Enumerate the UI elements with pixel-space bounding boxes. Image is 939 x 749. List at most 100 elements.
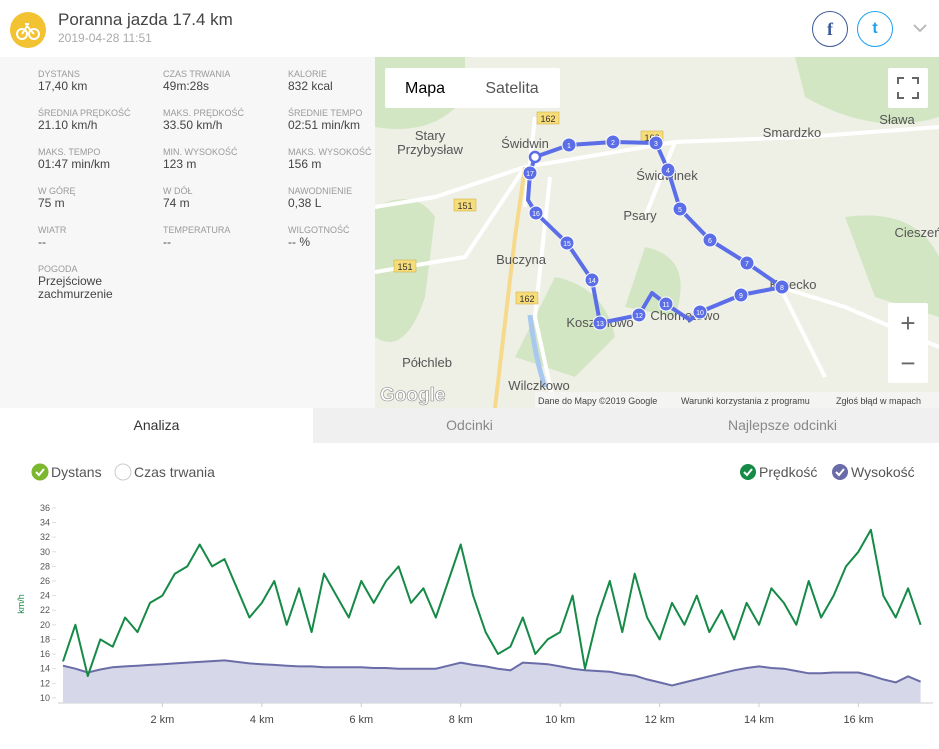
tabs: Analiza Odcinki Najlepsze odcinki [0, 408, 939, 443]
chart: Dystans Czas trwania Prędkość Wysokość 10 12 1… [16, 463, 933, 726]
x-tick-label: 8 km [449, 714, 473, 726]
legend-checkbox[interactable] [832, 464, 848, 480]
route-marker [774, 279, 790, 295]
y-tick-label: 34 [40, 518, 50, 528]
checkmark [35, 468, 45, 477]
road-shield [515, 291, 539, 305]
y-tick-label: 28 [40, 561, 50, 571]
y-tick-label: 20 [40, 620, 50, 630]
route-marker [660, 162, 676, 178]
route-marker [592, 315, 608, 331]
route-marker-label: 17 [526, 171, 534, 178]
stat-label: MAKS. TEMPO [38, 147, 101, 157]
expand-chevron[interactable] [912, 22, 928, 34]
stat-label: W GÓRĘ [38, 186, 76, 196]
legend-label[interactable]: Prędkość [759, 464, 817, 480]
route-marker [631, 307, 647, 323]
route-marker-label: 7 [745, 261, 749, 268]
map-type-control [385, 68, 560, 108]
x-tick-label: 16 km [843, 714, 873, 726]
facebook-button[interactable]: f [812, 11, 848, 47]
x-tick-label: 6 km [349, 714, 373, 726]
route-marker-label: 11 [662, 302, 669, 309]
stat-value: 74 m [163, 196, 190, 210]
map-button[interactable]: Mapa [405, 80, 445, 97]
x-tick-label: 2 km [150, 714, 174, 726]
zoom-in[interactable]: + [900, 308, 915, 338]
google-logo: Google [380, 385, 445, 406]
place-label: Psary [623, 208, 657, 223]
title: Poranna jazda 17.4 km [58, 10, 233, 29]
start-pin [528, 150, 542, 164]
route-marker-label: 2 [611, 140, 615, 147]
route-marker [658, 296, 674, 312]
y-tick-label: 16 [40, 649, 50, 659]
y-axis-label: km/h [16, 594, 26, 614]
x-tick-label: 10 km [545, 714, 575, 726]
map[interactable]: ŚwidwinStaryPrzybysławŚwidwinekSmardzkoS… [375, 57, 939, 408]
twitter-button[interactable]: t [857, 11, 893, 47]
y-tick-label: 18 [40, 634, 50, 644]
zoom-control [888, 303, 928, 383]
stat-value: 33.50 km/h [163, 118, 223, 132]
road-number: 151 [457, 201, 472, 211]
toggle-label[interactable]: Dystans [51, 464, 102, 480]
y-tick-label: 36 [40, 503, 50, 513]
place-label: Wilczkowo [508, 378, 569, 393]
stat-label: CZAS TRWANIA [163, 69, 231, 79]
x-tick-label: 12 km [645, 714, 675, 726]
stat-label: WILGOTNOŚĆ [288, 225, 350, 235]
map-attribution: Dane do Mapy ©2019 Google [538, 396, 657, 406]
road-shield [393, 259, 417, 273]
route-marker-label: 15 [563, 241, 571, 248]
place-label: Smardzko [763, 125, 822, 140]
legend-checkbox[interactable] [740, 464, 756, 480]
activity-icon [10, 12, 46, 48]
route-marker [559, 235, 575, 251]
map-terms[interactable]: Warunki korzystania z programu [681, 396, 810, 406]
checkmark [835, 468, 845, 477]
route-marker [584, 272, 600, 288]
route-marker-label: 5 [678, 207, 682, 214]
elevation-line [62, 659, 921, 687]
tab[interactable]: Odcinki [446, 417, 493, 433]
y-tick-label: 32 [40, 532, 50, 542]
route-marker [733, 287, 749, 303]
stat-label: MIN. WYSOKOŚĆ [163, 147, 238, 157]
map-report[interactable]: Zgłoś błąd w mapach [836, 396, 921, 406]
legend-label[interactable]: Wysokość [851, 464, 915, 480]
toggle-label[interactable]: Czas trwania [134, 464, 215, 480]
route-marker [528, 205, 544, 221]
y-tick-label: 14 [40, 664, 50, 674]
stat-value: 17,40 km [38, 79, 88, 93]
stat-label: W DÓŁ [163, 186, 193, 196]
route-marker-label: 6 [708, 238, 712, 245]
route-marker-label: 1 [567, 143, 571, 150]
stat-label: MAKS. WYSOKOŚĆ [288, 147, 372, 157]
route-marker [692, 304, 708, 320]
stat-value: 75 m [38, 196, 65, 210]
route-marker-label: 4 [666, 168, 670, 175]
y-tick-label: 22 [40, 605, 50, 615]
tab[interactable]: Najlepsze odcinki [728, 417, 837, 433]
place-label: Świdwin [501, 136, 549, 151]
route-marker-label: 16 [532, 211, 540, 218]
elevation-area [62, 660, 921, 703]
road-shield [453, 198, 477, 212]
place-label: Cieszeń [895, 225, 939, 240]
stat-label: POGODA [38, 264, 78, 274]
tab[interactable]: Analiza [0, 408, 313, 443]
satellite-button[interactable]: Satelita [485, 80, 538, 97]
stat-value: 02:51 min/km [288, 118, 361, 132]
fullscreen-button[interactable] [888, 68, 928, 108]
stat-label: DYSTANS [38, 69, 80, 79]
route-marker-label: 3 [654, 141, 658, 148]
stats-panel: DYSTANS 17,40 km CZAS TRWANIA 49m:28s KALORI… [0, 57, 375, 408]
checkbox[interactable] [31, 463, 49, 481]
zoom-out[interactable]: − [900, 348, 915, 378]
stat-label: WIATR [38, 225, 67, 235]
road-number: 162 [540, 114, 555, 124]
checkmark [743, 468, 753, 477]
checkbox[interactable] [114, 463, 132, 481]
route-marker [739, 255, 755, 271]
